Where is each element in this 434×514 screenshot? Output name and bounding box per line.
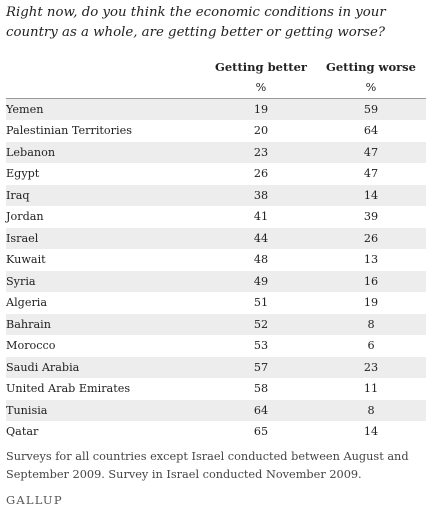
- worse-value: 19: [316, 292, 426, 314]
- worse-value: 26: [316, 227, 426, 250]
- table-row: Yemen 19 59: [6, 98, 426, 121]
- better-value: 52: [206, 313, 316, 336]
- table-row: Israel 44 26: [6, 227, 426, 250]
- worse-value: 59: [316, 98, 426, 121]
- table-row: Morocco 53 6: [6, 335, 426, 357]
- better-value: 53: [206, 335, 316, 357]
- country-label: Qatar: [6, 421, 206, 443]
- table-row: Iraq 38 14: [6, 184, 426, 207]
- table-row: Algeria 51 19: [6, 292, 426, 314]
- table-row: Kuwait 48 13: [6, 249, 426, 271]
- better-value: 38: [206, 184, 316, 207]
- better-value: 64: [206, 399, 316, 422]
- footnote: Surveys for all countries except Israel …: [6, 450, 409, 481]
- table-row: Syria 49 16: [6, 270, 426, 293]
- table-body: Yemen 19 59 Palestinian Territories 20 64 Leba…: [6, 98, 426, 443]
- better-value: 48: [206, 249, 316, 271]
- table-row: Palestinian Territories 20 64: [6, 120, 426, 142]
- worse-value: 64: [316, 120, 426, 142]
- better-value: 44: [206, 227, 316, 250]
- country-label: Saudi Arabia: [6, 356, 206, 379]
- table-row: United Arab Emirates 58 11: [6, 378, 426, 400]
- header-row: Getting better Getting worse: [6, 57, 426, 78]
- country-label: Syria: [6, 270, 206, 293]
- worse-value: 47: [316, 163, 426, 185]
- worse-value: 14: [316, 184, 426, 207]
- units-better: %: [206, 77, 316, 99]
- header-getting-worse: Getting worse: [326, 60, 416, 75]
- table-row: Tunisia 64 8: [6, 399, 426, 422]
- better-value: 23: [206, 141, 316, 164]
- country-label: Iraq: [6, 184, 206, 207]
- better-value: 20: [206, 120, 316, 142]
- better-value: 51: [206, 292, 316, 314]
- table-row: Bahrain 52 8: [6, 313, 426, 336]
- worse-value: 23: [316, 356, 426, 379]
- table-row: Jordan 41 39: [6, 206, 426, 228]
- header-country: [6, 57, 206, 78]
- header-getting-better: Getting better: [215, 60, 307, 75]
- better-value: 58: [206, 378, 316, 400]
- country-label: Palestinian Territories: [6, 120, 206, 142]
- worse-value: 11: [316, 378, 426, 400]
- country-label: Morocco: [6, 335, 206, 357]
- units-row: % %: [6, 77, 426, 99]
- worse-value: 6: [316, 335, 426, 357]
- country-label: Jordan: [6, 206, 206, 228]
- worse-value: 8: [316, 399, 426, 422]
- country-label: Lebanon: [6, 141, 206, 164]
- table-row: Lebanon 23 47: [6, 141, 426, 164]
- worse-value: 8: [316, 313, 426, 336]
- worse-value: 13: [316, 249, 426, 271]
- country-label: Tunisia: [6, 399, 206, 422]
- country-label: Israel: [6, 227, 206, 250]
- gallup-logo: GALLUP: [6, 493, 63, 507]
- worse-value: 16: [316, 270, 426, 293]
- better-value: 41: [206, 206, 316, 228]
- better-value: 57: [206, 356, 316, 379]
- better-value: 26: [206, 163, 316, 185]
- better-value: 19: [206, 98, 316, 121]
- better-value: 49: [206, 270, 316, 293]
- country-label: Kuwait: [6, 249, 206, 271]
- worse-value: 14: [316, 421, 426, 443]
- country-label: Algeria: [6, 292, 206, 314]
- country-label: Yemen: [6, 98, 206, 121]
- country-label: Egypt: [6, 163, 206, 185]
- table-row: Qatar 65 14: [6, 421, 426, 443]
- better-value: 65: [206, 421, 316, 443]
- worse-value: 39: [316, 206, 426, 228]
- country-label: Bahrain: [6, 313, 206, 336]
- country-label: United Arab Emirates: [6, 378, 206, 400]
- worse-value: 47: [316, 141, 426, 164]
- units-blank: [6, 77, 206, 99]
- units-worse: %: [316, 77, 426, 99]
- table-row: Saudi Arabia 57 23: [6, 356, 426, 379]
- question-title: Right now, do you think the economic con…: [6, 5, 386, 40]
- results-table: Getting better Getting worse % % Yemen 19…: [6, 57, 426, 443]
- table-row: Egypt 26 47: [6, 163, 426, 185]
